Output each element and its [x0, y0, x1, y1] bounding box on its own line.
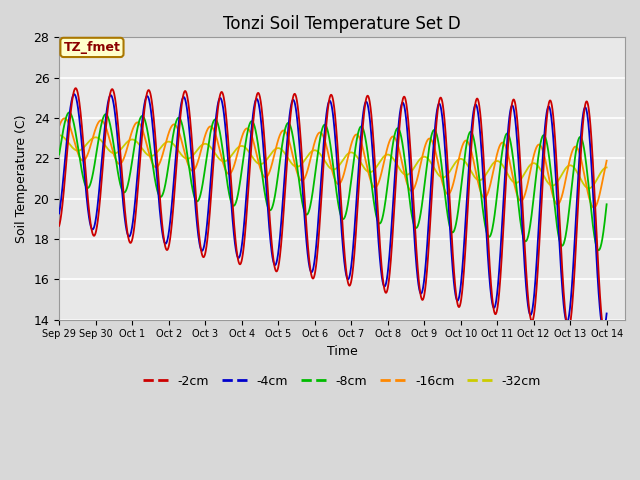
Title: Tonzi Soil Temperature Set D: Tonzi Soil Temperature Set D: [223, 15, 461, 33]
Legend: -2cm, -4cm, -8cm, -16cm, -32cm: -2cm, -4cm, -8cm, -16cm, -32cm: [138, 370, 546, 393]
Text: TZ_fmet: TZ_fmet: [63, 41, 120, 54]
Y-axis label: Soil Temperature (C): Soil Temperature (C): [15, 114, 28, 243]
X-axis label: Time: Time: [326, 345, 357, 358]
